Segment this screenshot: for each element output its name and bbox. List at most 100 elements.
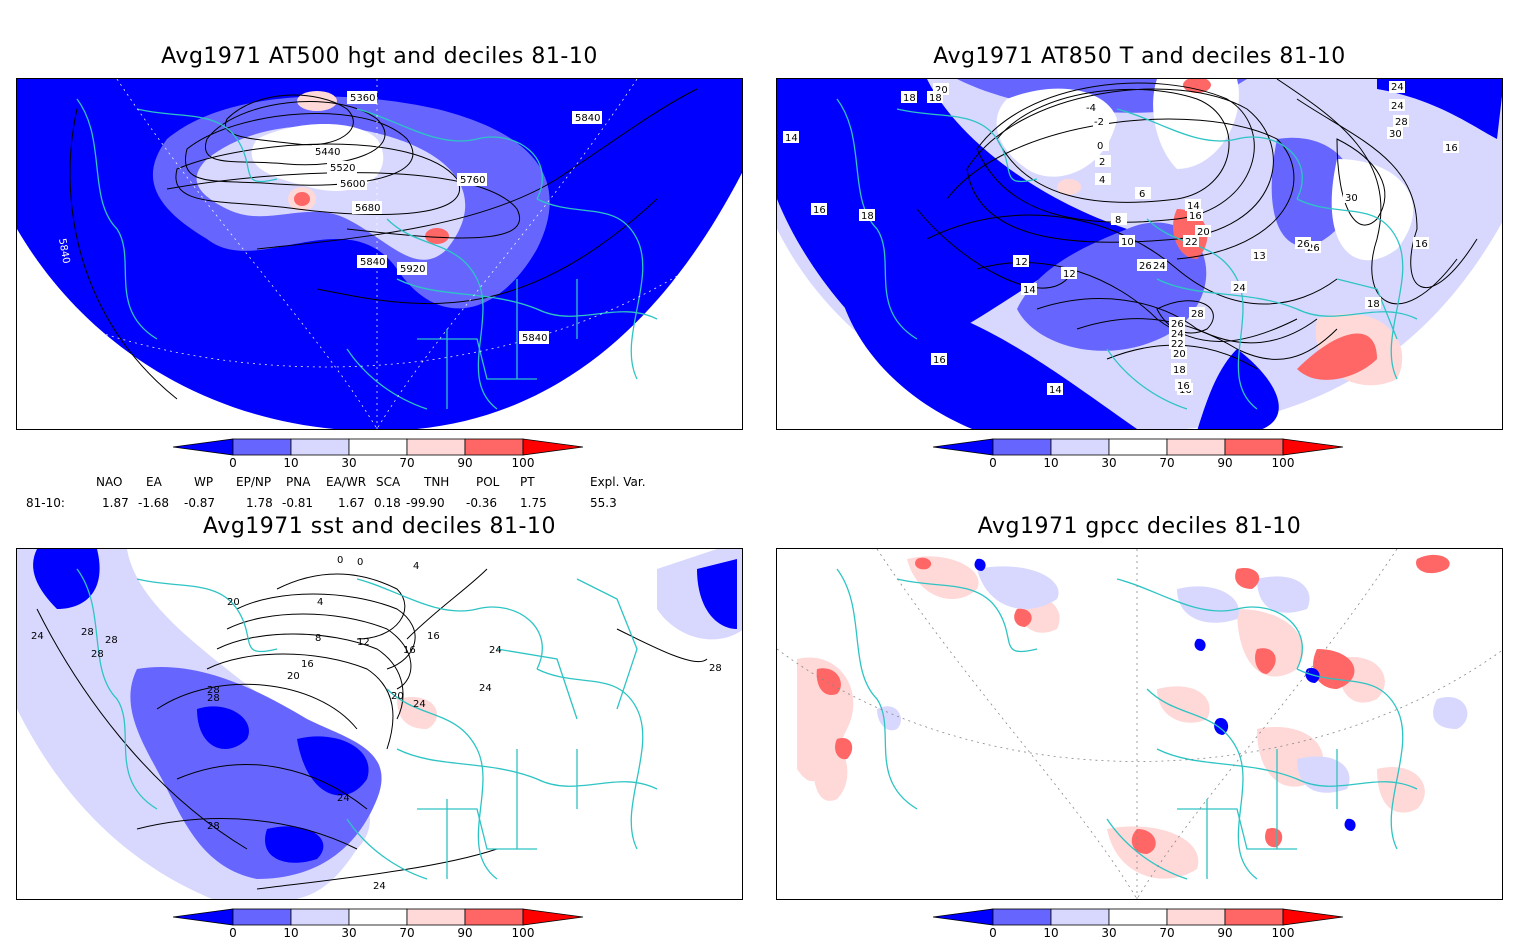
- contour-label: 0: [1097, 141, 1103, 152]
- contour-label: 8: [315, 633, 321, 644]
- colorbar-tick-label: 10: [1043, 926, 1058, 940]
- contour-label: 24: [31, 631, 44, 642]
- index-header: WP: [194, 475, 214, 489]
- colorbar-tick-label: 30: [341, 926, 356, 940]
- contour-label: 5840: [360, 257, 385, 268]
- index-value: -0.36: [466, 496, 498, 510]
- contour-label: 13: [1253, 251, 1266, 262]
- contour-label: 14: [1023, 285, 1036, 296]
- contour-label: 18: [903, 93, 916, 104]
- colorbar-tick-label: 70: [1159, 926, 1174, 940]
- colorbar-tick-label: 90: [457, 456, 472, 470]
- colorbar-sst: 0 10 30 70 90 100: [173, 907, 593, 941]
- index-value: -0.87: [184, 496, 216, 510]
- colorbar-tick-label: 70: [1159, 456, 1174, 470]
- index-header: PNA: [286, 475, 311, 489]
- contour-label: 24: [337, 793, 350, 804]
- contour-label: 26: [1307, 243, 1320, 254]
- contour-label: 20: [227, 597, 240, 608]
- colorbar-segment: [1050, 438, 1110, 456]
- contour-label: 5760: [460, 175, 485, 186]
- index-value: 0.18: [374, 496, 401, 510]
- colorbar-tick-label: 100: [1272, 926, 1295, 940]
- colorbar-segment: [1108, 908, 1168, 926]
- contour-label: 4: [317, 597, 323, 608]
- contour-label: 16: [1177, 381, 1190, 392]
- colorbar-tick-label: 70: [399, 456, 414, 470]
- colorbar-tick-label: 0: [229, 926, 237, 940]
- colorbar-segment: [1224, 438, 1284, 456]
- colorbar-segment: [464, 908, 524, 926]
- colorbar-tick-label: 0: [989, 456, 997, 470]
- colorbar-segment: [992, 908, 1052, 926]
- colorbar-segment: [464, 438, 524, 456]
- contour-label: 28: [709, 663, 722, 674]
- colorbar-tick-label: 0: [229, 456, 237, 470]
- colorbar-segment: [1224, 908, 1284, 926]
- contour-label: -2: [1094, 117, 1104, 128]
- contour-label: 22: [1185, 237, 1198, 248]
- index-header: SCA: [376, 475, 401, 489]
- contour-label: 5520: [330, 163, 355, 174]
- contour-label: 24: [1391, 101, 1404, 112]
- contour-label: 28: [207, 685, 220, 696]
- colorbar-segment: [933, 908, 994, 926]
- map-panel-gpcc: [776, 548, 1503, 900]
- contour-label: 28: [207, 693, 220, 704]
- colorbar-tick-label: 100: [512, 926, 535, 940]
- index-value: 1.78: [246, 496, 273, 510]
- contour-label: 26: [1171, 319, 1184, 330]
- contour-label: 20: [1197, 227, 1210, 238]
- colorbar-tick-label: 70: [399, 926, 414, 940]
- colorbar-segment: [290, 438, 350, 456]
- colorbar-500hgt: 0 10 30 70 90 100: [173, 437, 593, 471]
- colorbar-tick-label: 30: [341, 456, 356, 470]
- colorbar-segment: [1108, 438, 1168, 456]
- contour-label: 20: [1173, 349, 1186, 360]
- contour-label: 16: [1189, 211, 1202, 222]
- contour-label: 30: [1345, 193, 1358, 204]
- map-panel-500hgt: 5360 5440 5520 5600 5680 5760 5840 5840 …: [16, 78, 743, 430]
- map-gpcc-svg: [777, 549, 1502, 899]
- contour-label: -4: [1086, 103, 1096, 114]
- contour-label: 24: [1171, 329, 1184, 340]
- panel-title-850t: Avg1971 AT850 T and deciles 81-10: [933, 44, 1346, 69]
- contour-label: 24: [1233, 283, 1246, 294]
- colorbar-tick-label: 100: [1272, 456, 1295, 470]
- map-panel-sst: 24 28 28 28 28 20 28 28 24 8 12 16 20 4 …: [16, 548, 743, 900]
- contour-label: 28: [91, 649, 104, 660]
- colorbar-segment: [406, 908, 466, 926]
- colorbar-tick-label: 100: [512, 456, 535, 470]
- colorbar-tick-label: 10: [1043, 456, 1058, 470]
- contour-label: 22: [1171, 339, 1184, 350]
- colorbar-segment: [406, 438, 466, 456]
- index-header: PT: [520, 475, 535, 489]
- contour-label: 18: [929, 93, 942, 104]
- contour-label: 24: [413, 699, 426, 710]
- colorbar-segment: [290, 908, 350, 926]
- contour-label: 30: [1389, 129, 1402, 140]
- contour-label: 28: [1191, 309, 1204, 320]
- contour-label: 28: [105, 635, 118, 646]
- contour-label: 24: [489, 645, 502, 656]
- colorbar-tick-label: 90: [1217, 456, 1232, 470]
- contour-label: 18: [861, 211, 874, 222]
- index-header: TNH: [424, 475, 450, 489]
- index-header: POL: [476, 475, 500, 489]
- contour-label: 24: [373, 881, 386, 892]
- contour-label: 20: [287, 671, 300, 682]
- index-value: 55.3: [590, 496, 617, 510]
- colorbar-tick-label: 90: [1217, 926, 1232, 940]
- index-header: EA: [146, 475, 162, 489]
- colorbar-segment: [1166, 438, 1226, 456]
- colorbar-segment: [522, 438, 584, 456]
- index-header: NAO: [96, 475, 123, 489]
- index-value: 1.87: [102, 496, 129, 510]
- colorbar-svg: 0 10 30 70 90 100: [933, 908, 1344, 940]
- contour-label: 5360: [350, 93, 375, 104]
- contour-label: 20: [391, 691, 404, 702]
- index-value: -99.90: [406, 496, 445, 510]
- contour-label: 5840: [522, 333, 547, 344]
- index-value: 1.67: [338, 496, 365, 510]
- colorbar-svg: 0 10 30 70 90 100: [173, 908, 584, 940]
